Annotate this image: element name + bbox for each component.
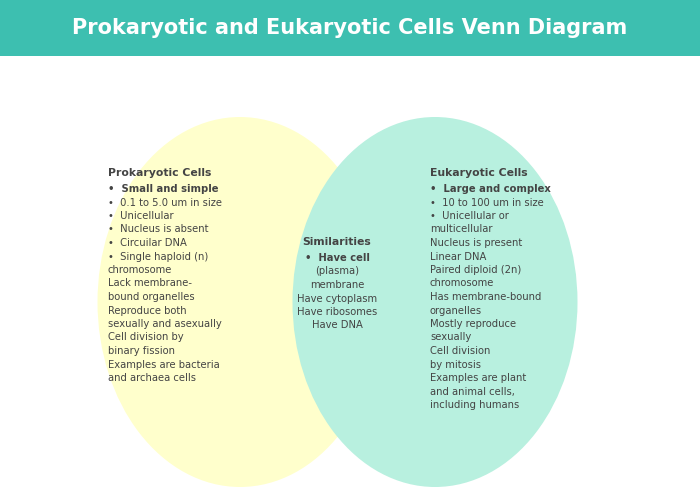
Text: sexually: sexually — [430, 332, 471, 342]
Text: •  Single haploid (n): • Single haploid (n) — [108, 251, 209, 261]
Text: organelles: organelles — [430, 305, 482, 315]
Text: •  Nucleus is absent: • Nucleus is absent — [108, 225, 209, 235]
Text: Have DNA: Have DNA — [312, 320, 363, 330]
Text: binary fission: binary fission — [108, 346, 175, 356]
Text: Eukaryotic Cells: Eukaryotic Cells — [430, 168, 528, 178]
Text: including humans: including humans — [430, 400, 519, 410]
Text: •  Circuilar DNA: • Circuilar DNA — [108, 238, 187, 248]
Text: and archaea cells: and archaea cells — [108, 373, 196, 383]
Text: Lack membrane-: Lack membrane- — [108, 278, 192, 288]
Text: multicellular: multicellular — [430, 225, 493, 235]
Text: •  Large and complex: • Large and complex — [430, 184, 551, 194]
Text: Has membrane-bound: Has membrane-bound — [430, 292, 541, 302]
Text: Cell division: Cell division — [430, 346, 491, 356]
Text: membrane: membrane — [310, 280, 364, 290]
Text: (plasma): (plasma) — [315, 266, 359, 276]
Text: Linear DNA: Linear DNA — [430, 251, 486, 261]
Text: sexually and asexually: sexually and asexually — [108, 319, 222, 329]
Text: bound organelles: bound organelles — [108, 292, 195, 302]
Text: •  Unicellular: • Unicellular — [108, 211, 174, 221]
Text: Mostly reproduce: Mostly reproduce — [430, 319, 516, 329]
Text: Examples are bacteria: Examples are bacteria — [108, 359, 220, 369]
Text: •  0.1 to 5.0 um in size: • 0.1 to 5.0 um in size — [108, 198, 222, 208]
Bar — [0, 0, 700, 56]
Text: Prokaryotic and Eukaryotic Cells Venn Diagram: Prokaryotic and Eukaryotic Cells Venn Di… — [72, 18, 628, 38]
Text: by mitosis: by mitosis — [430, 359, 481, 369]
Text: Have cytoplasm: Have cytoplasm — [297, 293, 377, 303]
Text: and animal cells,: and animal cells, — [430, 387, 515, 397]
Ellipse shape — [97, 117, 382, 487]
Text: chromosome: chromosome — [430, 278, 494, 288]
Text: •  10 to 100 um in size: • 10 to 100 um in size — [430, 198, 544, 208]
Text: Similarities: Similarities — [302, 237, 372, 247]
Text: Cell division by: Cell division by — [108, 332, 183, 342]
Text: Paired diploid (2n): Paired diploid (2n) — [430, 265, 522, 275]
Text: •  Unicellular or: • Unicellular or — [430, 211, 509, 221]
Text: Nucleus is present: Nucleus is present — [430, 238, 522, 248]
Text: Examples are plant: Examples are plant — [430, 373, 526, 383]
Ellipse shape — [293, 117, 578, 487]
Text: Have ribosomes: Have ribosomes — [297, 307, 377, 317]
Text: •  Small and simple: • Small and simple — [108, 184, 218, 194]
Text: Prokaryotic Cells: Prokaryotic Cells — [108, 168, 211, 178]
Text: •  Have cell: • Have cell — [304, 253, 370, 263]
Text: Reproduce both: Reproduce both — [108, 305, 187, 315]
Text: chromosome: chromosome — [108, 265, 172, 275]
